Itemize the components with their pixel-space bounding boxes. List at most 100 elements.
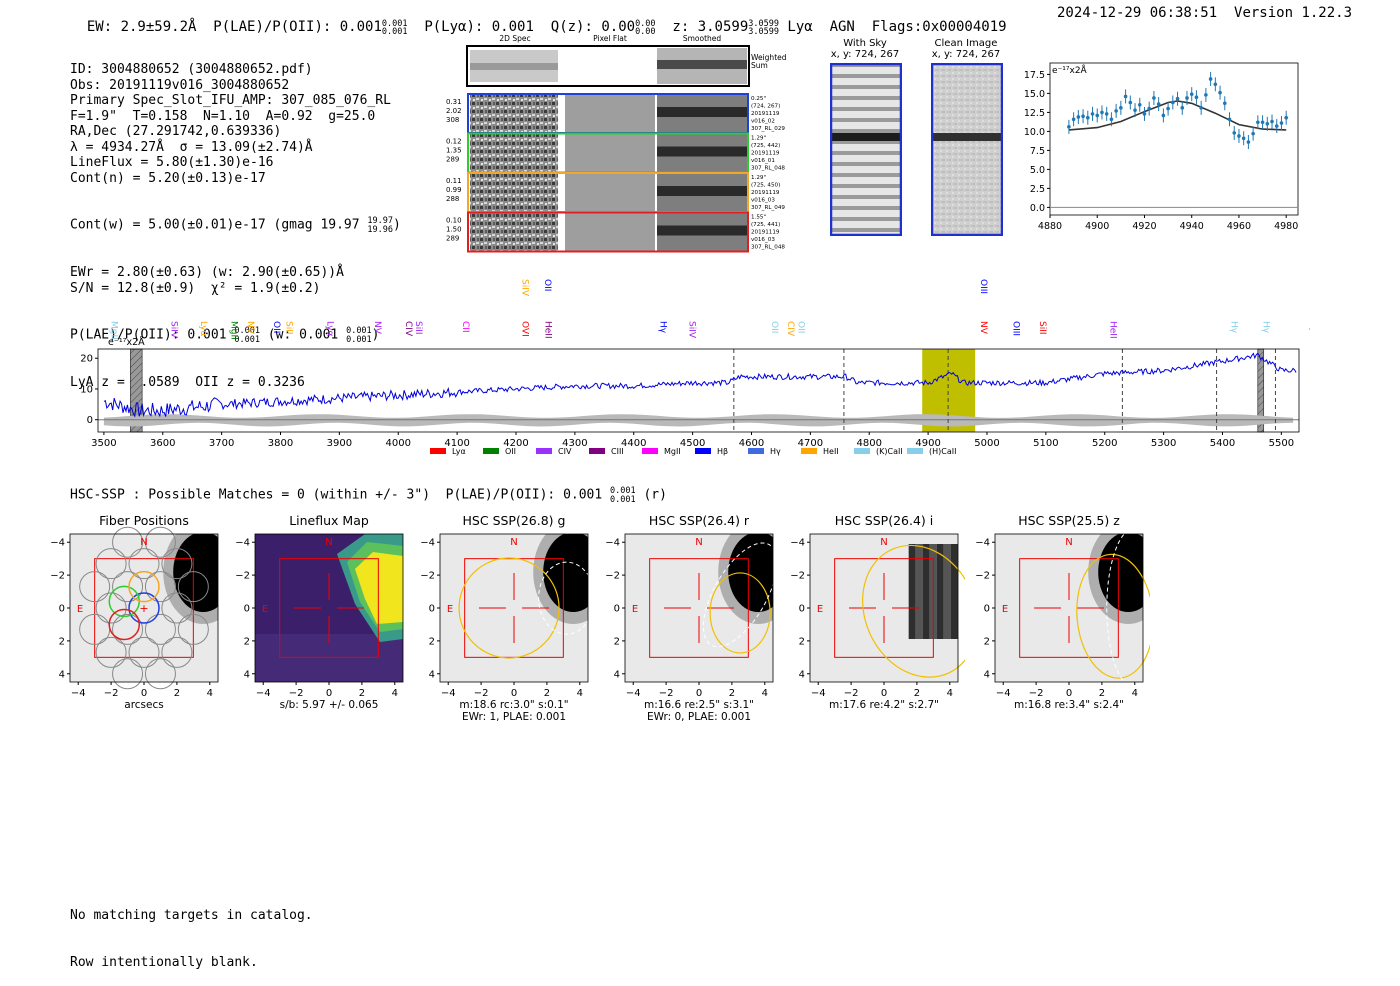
cutout-row-meta: 307_RL_029	[751, 126, 785, 132]
panel-y-tick-label: 2	[244, 636, 250, 647]
line-id-label: NV	[372, 321, 382, 335]
info-line: Obs: 20191119v016_3004880652	[70, 78, 401, 94]
fit-data-point	[1129, 101, 1133, 105]
cutout-2dspec	[470, 135, 558, 172]
compass-east: E	[817, 604, 823, 615]
panel-x-tick-label: −2	[289, 688, 304, 699]
spectrum-x-tick-label: 5200	[1092, 438, 1117, 449]
weighted-sum-smoothed-band	[657, 60, 747, 69]
catalog-footer: No matching targets in catalog. Row inte…	[70, 877, 313, 986]
fit-data-point	[1138, 103, 1142, 107]
line-id-text: Lyα	[198, 321, 208, 337]
cutout-row-meta: v016_03	[751, 198, 775, 204]
panel-x-tick-label: 0	[696, 688, 702, 699]
fit-data-point	[1110, 117, 1114, 121]
line-id-label: Hβ	[1308, 321, 1310, 334]
fit-data-point	[1185, 96, 1189, 100]
line-id-label: OII	[271, 321, 281, 333]
fit-x-tick-label: 4980	[1274, 221, 1298, 232]
info-contw: Cont(w) = 5.00(±0.01)e-17 (gmag 19.97 19…	[70, 217, 401, 234]
panel-x-tick-label: 0	[1066, 688, 1072, 699]
panel-y-tick-label: 2	[984, 636, 990, 647]
cutout-pixel-flat	[565, 95, 655, 132]
panel-x-tick-label: 4	[762, 688, 768, 699]
legend-swatch	[589, 448, 605, 454]
panel-x-tick-label: 4	[207, 688, 213, 699]
panel-y-tick-label: 0	[244, 604, 250, 615]
timestamp: 2024-12-29 06:38:51	[1057, 5, 1217, 21]
spectrum-x-tick-label: 3500	[91, 438, 116, 449]
fit-y-tick-label: 10.0	[1024, 127, 1045, 138]
line-id-text: Hγ	[1228, 321, 1238, 334]
cutout-row-meta: 20191119	[751, 230, 780, 236]
fit-data-point	[1091, 112, 1095, 116]
legend-label: Hβ	[717, 447, 728, 456]
cutout-row-meta: 20191119	[751, 111, 780, 117]
spectrum-y-tick-label: 0	[87, 415, 93, 426]
fit-data-point	[1086, 116, 1090, 120]
compass-east: E	[1002, 604, 1008, 615]
legend-label: CIV	[558, 447, 572, 456]
cutout-2dspec	[470, 174, 558, 211]
fit-data-point	[1190, 92, 1194, 96]
panel-y-tick-label: 4	[799, 669, 805, 680]
line-id-text: NV	[978, 321, 988, 335]
fiber-center-marker: +	[139, 602, 148, 615]
fit-data-point	[1119, 106, 1123, 110]
fit-y-tick-label: 0.0	[1030, 203, 1045, 214]
line-id-label: SiII	[283, 321, 293, 335]
line-id-label: CIV	[785, 321, 795, 337]
line-id-label: Hγ	[1228, 321, 1238, 334]
info-lines: ID: 3004880652 (3004880652.pdf)Obs: 2019…	[70, 62, 401, 186]
panel-x-tick-label: −4	[71, 688, 86, 699]
fit-data-point	[1176, 97, 1180, 101]
cutout-row-meta: v016_01	[751, 158, 775, 164]
fit-data-point	[1180, 106, 1184, 110]
info-line: RA,Dec (27.291742,0.639336)	[70, 124, 401, 140]
fit-data-point	[1204, 93, 1208, 97]
line-id-text: SiII	[413, 321, 423, 335]
cutout-row-meta: 307_RL_048	[751, 245, 785, 251]
panel-x-tick-label: 2	[544, 688, 550, 699]
version: Version 1.22.3	[1234, 5, 1352, 21]
panel-x-tick-label: 4	[577, 688, 583, 699]
line-id-label: SiII	[1037, 321, 1047, 335]
panel-x-tick-label: −2	[659, 688, 674, 699]
fit-data-point	[1214, 82, 1218, 86]
fit-data-point	[1275, 124, 1279, 128]
panel-caption: m:16.6 re:2.5" s:3.1"	[644, 699, 754, 711]
panel-caption: m:17.6 re:4.2" s:2.7"	[829, 699, 939, 711]
legend-swatch	[430, 448, 446, 454]
spectrum-x-tick-label: 5300	[1151, 438, 1176, 449]
fit-data-point	[1237, 134, 1241, 138]
panel-y-tick-label: 0	[984, 604, 990, 615]
line-id-text: NV	[372, 321, 382, 335]
fit-y-tick-label: 7.5	[1030, 146, 1045, 157]
panel-y-tick-label: −2	[50, 571, 65, 582]
panel-title: HSC SSP(26.8) g	[463, 513, 566, 528]
cutout-row-stat: 308	[446, 116, 459, 124]
panel-x-tick-label: 0	[511, 688, 517, 699]
cutout-row-meta: (724, 267)	[751, 104, 780, 110]
line-id-text: OII	[796, 321, 806, 333]
error-band	[104, 414, 1293, 426]
line-id-text: MgII	[109, 321, 119, 340]
fit-data-point	[1265, 122, 1269, 126]
fit-x-tick-label: 4960	[1227, 221, 1251, 232]
line-id-text: OIII	[978, 279, 988, 294]
line-id-text: CII	[460, 321, 470, 333]
line-id-label: OIII	[978, 279, 988, 294]
line-id-label: HeII	[1108, 321, 1118, 339]
panel-y-tick-label: 0	[429, 604, 435, 615]
cutout-row-meta: (725, 442)	[751, 143, 780, 149]
line-id-text: CIV	[403, 321, 413, 337]
fit-data-point	[1284, 116, 1288, 120]
line-id-text: OVI	[520, 321, 530, 337]
